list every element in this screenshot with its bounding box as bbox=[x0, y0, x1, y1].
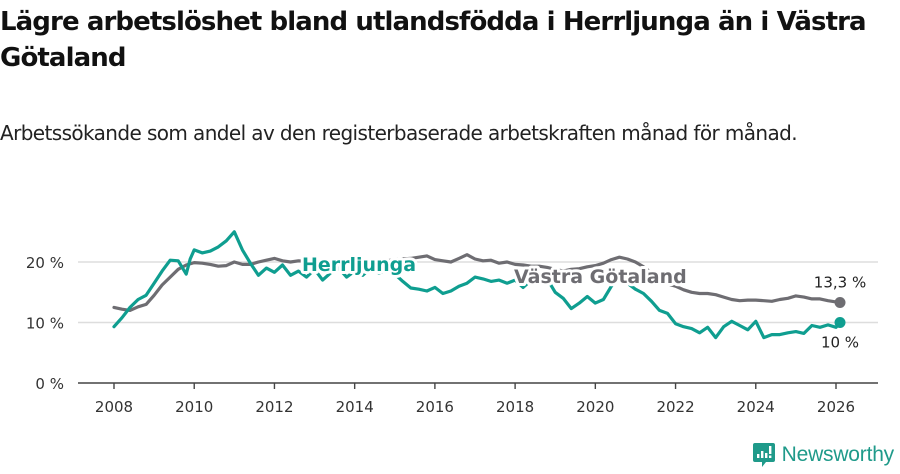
chart-title: Lägre arbetslöshet bland utlandsfödda i … bbox=[0, 7, 867, 73]
gridlines bbox=[78, 261, 878, 324]
x-tick-label: 2008 bbox=[95, 398, 133, 416]
y-tick-label: 10 % bbox=[26, 315, 64, 333]
series-label-vastra-gotaland-halo: Västra Götaland bbox=[514, 266, 687, 288]
y-tick-label: 20 % bbox=[26, 254, 64, 272]
bar-chart-speech-bubble-icon bbox=[752, 443, 775, 467]
x-axis: 2008 2010 2012 2014 2016 2018 2020 2022 2024 2026 bbox=[78, 382, 878, 416]
end-marker bbox=[834, 297, 846, 309]
x-tick-label: 2020 bbox=[576, 398, 614, 416]
newsworthy-logo: Newsworthy bbox=[752, 442, 895, 468]
series-label-herrljunga: Herrljunga bbox=[302, 254, 416, 276]
x-tick-label: 2024 bbox=[737, 398, 775, 416]
line-chart: 0 % 10 % 20 % 2008 2010 2012 2014 2016 2018 2020… bbox=[26, 230, 878, 416]
end-value-label-herrljunga: 10 % bbox=[821, 334, 859, 352]
x-tick-label: 2012 bbox=[255, 398, 293, 416]
x-tick-label: 2022 bbox=[656, 398, 694, 416]
chart-subtitle: Arbetssökande som andel av den registerb… bbox=[0, 121, 798, 145]
x-tick-label: 2014 bbox=[336, 398, 374, 416]
x-tick-label: 2010 bbox=[175, 398, 213, 416]
y-tick-label: 0 % bbox=[35, 375, 64, 393]
end-value-label-vastra-gotaland: 13,3 % bbox=[814, 274, 866, 292]
end-marker bbox=[834, 317, 846, 328]
brand-name: Newsworthy bbox=[781, 443, 895, 466]
y-axis-labels: 0 % 10 % 20 % bbox=[26, 254, 64, 393]
series-lines bbox=[112, 230, 846, 340]
series-label-herrljunga-halo: Herrljunga bbox=[302, 254, 416, 276]
series-line-herrljunga bbox=[112, 230, 842, 340]
series-line-vastra-gotaland bbox=[112, 253, 842, 312]
series-label-vastra-gotaland: Västra Götaland bbox=[514, 266, 687, 288]
x-tick-label: 2018 bbox=[496, 398, 534, 416]
x-tick-label: 2016 bbox=[416, 398, 454, 416]
x-tick-label: 2026 bbox=[817, 398, 855, 416]
